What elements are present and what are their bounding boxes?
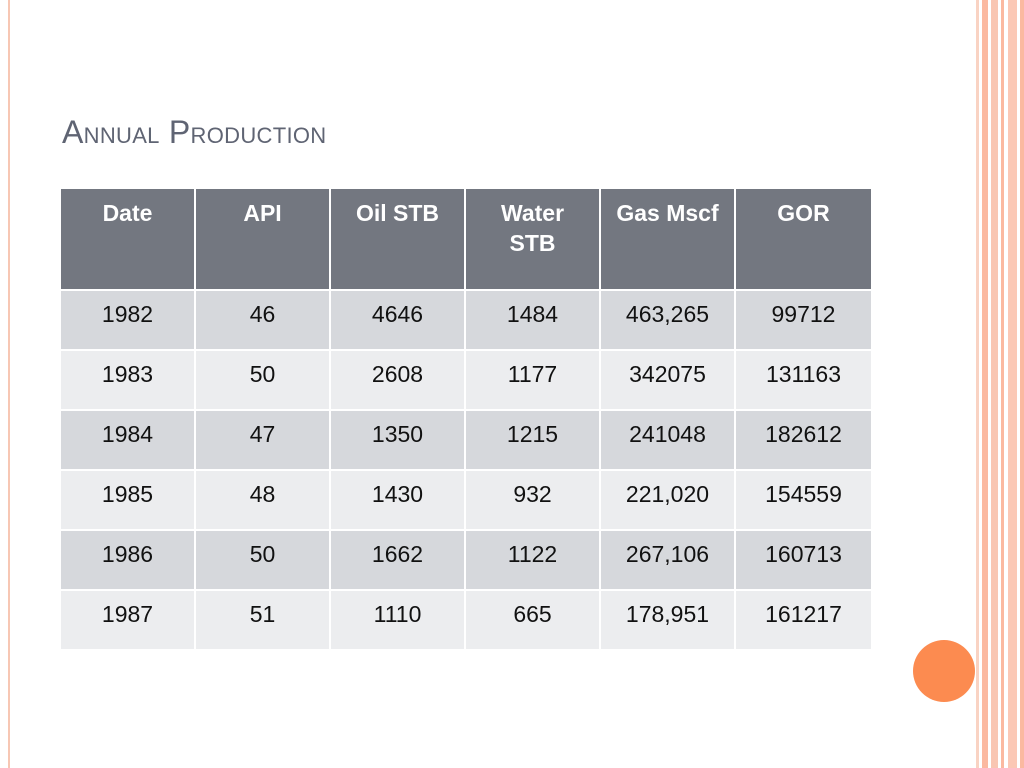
header-gor: GOR: [734, 187, 873, 291]
cell-oil-stb: 1662: [329, 529, 466, 591]
table-row: 1985 48 1430 932 221,020 154559: [59, 469, 873, 531]
production-table: Date API Oil STB Water STB Gas Mscf GOR …: [59, 187, 873, 651]
cell-gas-mscf: 342075: [599, 349, 736, 411]
header-oil-stb: Oil STB: [329, 187, 466, 291]
cell-gas-mscf: 221,020: [599, 469, 736, 531]
cell-api: 47: [194, 409, 331, 471]
header-water-stb: Water STB: [464, 187, 601, 291]
cell-api: 48: [194, 469, 331, 531]
header-water-stb-label: Water STB: [500, 200, 565, 256]
table-header-row: Date API Oil STB Water STB Gas Mscf GOR: [59, 187, 873, 291]
cell-oil-stb: 1350: [329, 409, 466, 471]
cell-gor: 154559: [734, 469, 873, 531]
cell-gas-mscf: 463,265: [599, 289, 736, 351]
left-border-line: [8, 0, 10, 768]
cell-gas-mscf: 267,106: [599, 529, 736, 591]
cell-gor: 160713: [734, 529, 873, 591]
table-row: 1984 47 1350 1215 241048 182612: [59, 409, 873, 471]
cell-gas-mscf: 178,951: [599, 589, 736, 651]
cell-oil-stb: 1110: [329, 589, 466, 651]
cell-api: 50: [194, 529, 331, 591]
cell-water-stb: 665: [464, 589, 601, 651]
cell-date: 1983: [59, 349, 196, 411]
slide-title: Annual Production: [62, 114, 327, 150]
header-api: API: [194, 187, 331, 291]
cell-water-stb: 1215: [464, 409, 601, 471]
cell-date: 1982: [59, 289, 196, 351]
cell-oil-stb: 4646: [329, 289, 466, 351]
table-row: 1987 51 1110 665 178,951 161217: [59, 589, 873, 651]
orange-circle-decoration: [913, 640, 975, 702]
cell-gor: 99712: [734, 289, 873, 351]
cell-gas-mscf: 241048: [599, 409, 736, 471]
cell-water-stb: 932: [464, 469, 601, 531]
table-row: 1983 50 2608 1177 342075 131163: [59, 349, 873, 411]
cell-date: 1986: [59, 529, 196, 591]
cell-date: 1984: [59, 409, 196, 471]
cell-gor: 182612: [734, 409, 873, 471]
cell-api: 46: [194, 289, 331, 351]
cell-water-stb: 1177: [464, 349, 601, 411]
cell-oil-stb: 2608: [329, 349, 466, 411]
cell-api: 51: [194, 589, 331, 651]
cell-gor: 131163: [734, 349, 873, 411]
header-date: Date: [59, 187, 196, 291]
cell-gor: 161217: [734, 589, 873, 651]
table-row: 1982 46 4646 1484 463,265 99712: [59, 289, 873, 351]
header-gas-mscf: Gas Mscf: [599, 187, 736, 291]
cell-date: 1985: [59, 469, 196, 531]
table-row: 1986 50 1662 1122 267,106 160713: [59, 529, 873, 591]
cell-date: 1987: [59, 589, 196, 651]
cell-oil-stb: 1430: [329, 469, 466, 531]
cell-water-stb: 1122: [464, 529, 601, 591]
cell-api: 50: [194, 349, 331, 411]
cell-water-stb: 1484: [464, 289, 601, 351]
